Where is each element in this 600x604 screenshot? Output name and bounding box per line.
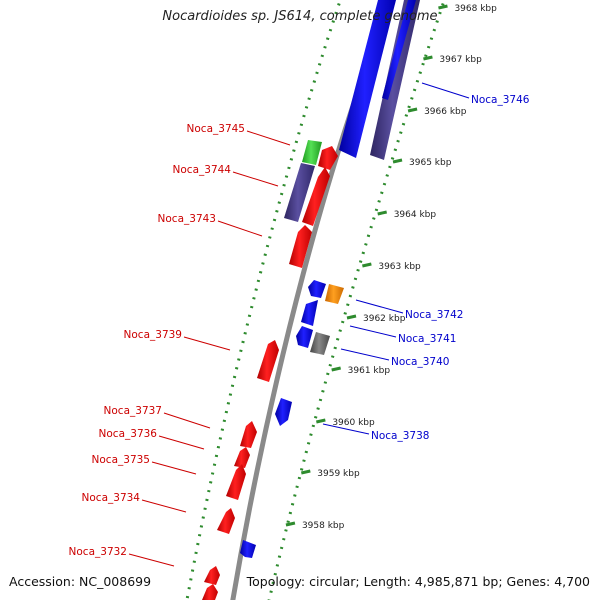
gene-noca-3746-glyph xyxy=(339,0,396,158)
scale-tick xyxy=(377,210,388,216)
gene-blue-1-glyph xyxy=(308,280,326,298)
gene-label-left: Noca_3739 xyxy=(124,329,182,341)
gene-blue-2-glyph xyxy=(296,326,313,348)
inner-tick-track xyxy=(266,0,446,604)
scale-label: 3960 kbp xyxy=(332,418,375,428)
leader-line xyxy=(163,412,211,429)
scale-tick xyxy=(316,418,326,424)
leader-line xyxy=(183,336,231,351)
gene-noca-3741-glyph xyxy=(301,300,318,326)
scale-label: 3967 kbp xyxy=(439,55,482,65)
leader-line xyxy=(158,435,205,450)
scale-tick xyxy=(346,314,357,320)
leader-line xyxy=(217,220,263,237)
gene-noca-3739-glyph xyxy=(257,340,279,382)
gene-label-left: Noca_3737 xyxy=(104,405,162,417)
gene-label-right: Noca_3742 xyxy=(405,309,463,321)
accession-text: Accession: NC_008699 xyxy=(9,574,152,589)
gene-noca-3732-glyph xyxy=(204,566,220,585)
gene-label-left: Noca_3735 xyxy=(92,454,150,466)
leader-line xyxy=(322,423,370,435)
gene-label-right: Noca_3738 xyxy=(371,430,429,442)
scale-label: 3964 kbp xyxy=(394,210,437,220)
gene-label-right: Noca_3740 xyxy=(391,356,449,368)
gene-green-glyph xyxy=(302,140,322,165)
scale-tick xyxy=(407,107,418,113)
scale-tick xyxy=(285,521,296,527)
gene-noca-3738-glyph xyxy=(275,398,292,426)
gene-label-right: Noca_3746 xyxy=(471,94,530,106)
leader-line xyxy=(349,325,397,338)
gene-label-left: Noca_3744 xyxy=(173,164,232,176)
scale-label: 3961 kbp xyxy=(348,366,391,376)
gene-noca-3742-glyph xyxy=(325,284,344,304)
scale-label: 3968 kbp xyxy=(454,4,497,14)
gene-noca-3743-glyph xyxy=(289,225,312,268)
leader-line xyxy=(246,130,291,146)
gene-noca-3745-glyph xyxy=(318,146,338,170)
gene-label-left: Noca_3736 xyxy=(99,428,158,440)
scale-tick xyxy=(331,366,341,372)
gene-purple-glyph xyxy=(370,0,420,160)
scale-tick xyxy=(362,262,372,268)
scale-label: 3965 kbp xyxy=(409,158,452,168)
scale-label: 3963 kbp xyxy=(378,262,421,272)
leader-line xyxy=(151,461,197,475)
gene-purple-left-glyph xyxy=(284,163,315,222)
gene-blue-3-glyph xyxy=(240,540,256,558)
leader-line xyxy=(232,171,279,187)
gene-noca-3735-glyph xyxy=(226,464,246,500)
scale-tick xyxy=(392,158,403,164)
scale-tick xyxy=(423,55,433,61)
leader-line xyxy=(141,499,187,513)
leader-line xyxy=(128,553,175,567)
leader-line xyxy=(340,348,390,361)
leader-line xyxy=(421,82,470,99)
gene-label-left: Noca_3732 xyxy=(69,546,127,558)
scale-label: 3959 kbp xyxy=(317,469,360,479)
gene-label-left: Noca_3734 xyxy=(82,492,141,504)
gene-noca-3736-glyph xyxy=(234,447,250,468)
outer-tick-track xyxy=(184,0,342,604)
scale-label: 3962 kbp xyxy=(363,314,406,324)
scale-tick xyxy=(300,469,311,475)
gene-label-left: Noca_3745 xyxy=(187,123,245,135)
gene-blue-sliver-glyph xyxy=(382,0,416,100)
leader-line xyxy=(355,299,404,314)
gene-label-left: Noca_3743 xyxy=(158,213,216,225)
scale-tick xyxy=(438,4,448,10)
gene-noca-3737-glyph xyxy=(240,421,257,448)
scale-label: 3966 kbp xyxy=(424,107,467,117)
gene-label-right: Noca_3741 xyxy=(398,333,456,345)
gene-noca-3740-glyph xyxy=(310,332,330,355)
genome-title: Nocardioides sp. JS614, complete genome xyxy=(162,9,438,24)
gene-red-bottom-glyph xyxy=(202,584,218,600)
gene-noca-3744-glyph xyxy=(302,167,330,226)
scale-label: 3958 kbp xyxy=(302,521,345,531)
gene-noca-3734-glyph xyxy=(217,508,235,534)
topology-text: Topology: circular; Length: 4,985,871 bp… xyxy=(246,574,590,589)
